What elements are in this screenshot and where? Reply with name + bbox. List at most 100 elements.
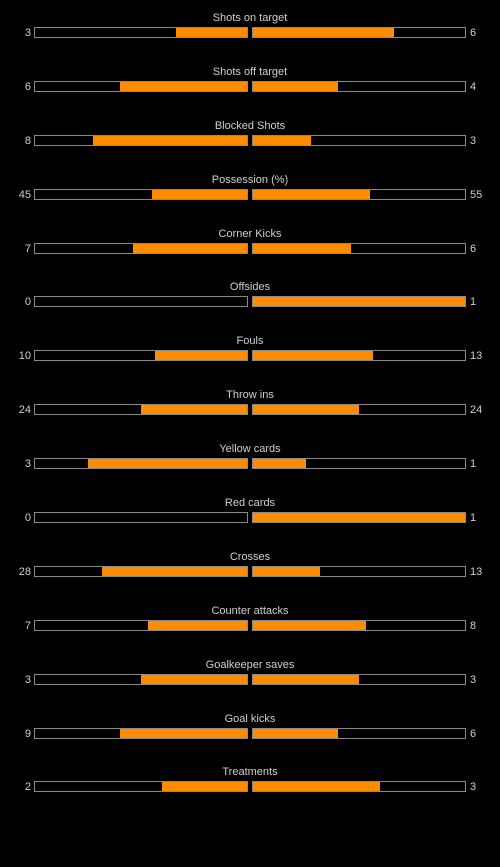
- home-value: 10: [18, 350, 31, 363]
- away-value: 1: [470, 296, 477, 309]
- home-value: 2: [24, 781, 31, 794]
- stat-label: Goal kicks: [224, 712, 276, 725]
- away-bar-fill: [253, 135, 311, 145]
- away-bar-fill: [253, 566, 321, 576]
- home-value: 3: [24, 458, 31, 471]
- away-bar-fill: [253, 513, 465, 523]
- home-value: 3: [24, 27, 31, 39]
- stat-row: Goalkeeper saves 3 3: [0, 657, 500, 711]
- stat-label: Counter attacks: [211, 604, 289, 617]
- stats-list: Shots on target 3 6 Shots off target 6 4…: [0, 10, 500, 818]
- away-bar-fill: [253, 243, 351, 253]
- home-bar: [34, 188, 248, 200]
- away-value: 4: [470, 80, 477, 93]
- away-bar-fill: [253, 28, 395, 37]
- away-bar-fill: [253, 189, 370, 199]
- home-bar-fill: [132, 243, 247, 253]
- home-value: 8: [24, 134, 31, 147]
- away-value: 1: [470, 458, 477, 471]
- away-value: 55: [470, 188, 483, 201]
- home-bar: [34, 296, 248, 308]
- away-bar-fill: [253, 351, 373, 361]
- away-bar: [252, 242, 466, 254]
- home-bar-fill: [141, 674, 247, 684]
- home-bar-fill: [92, 135, 247, 145]
- home-bar: [34, 134, 248, 146]
- stat-row: Possession (%) 45 55: [0, 172, 500, 226]
- away-bar: [252, 458, 466, 470]
- stat-label: Goalkeeper saves: [205, 658, 295, 671]
- away-value: 13: [470, 565, 483, 578]
- away-value: 1: [470, 512, 477, 525]
- home-bar-fill: [88, 459, 247, 469]
- stat-label: Shots on target: [212, 12, 288, 24]
- home-bar: [34, 673, 248, 685]
- home-bar: [34, 242, 248, 254]
- stat-label: Corner Kicks: [218, 227, 282, 240]
- home-value: 45: [18, 188, 31, 201]
- stat-row: Shots off target 6 4: [0, 64, 500, 118]
- away-bar: [252, 781, 466, 793]
- stat-row: Red cards 0 1: [0, 495, 500, 549]
- stat-row: Throw ins 24 24: [0, 387, 500, 441]
- stat-label: Shots off target: [212, 65, 288, 78]
- away-bar-fill: [253, 620, 366, 630]
- stat-label: Blocked Shots: [214, 119, 286, 132]
- away-bar: [252, 188, 466, 200]
- away-value: 24: [470, 404, 483, 417]
- home-value: 0: [24, 512, 31, 525]
- home-bar-fill: [176, 28, 247, 37]
- home-value: 7: [24, 619, 31, 632]
- home-value: 28: [18, 565, 31, 578]
- stat-row: Corner Kicks 7 6: [0, 226, 500, 280]
- away-bar-fill: [253, 81, 338, 91]
- home-bar-fill: [119, 81, 247, 91]
- home-bar: [34, 80, 248, 92]
- away-value: 6: [470, 727, 477, 740]
- stat-row: Fouls 10 13: [0, 333, 500, 387]
- home-bar-fill: [102, 566, 247, 576]
- away-bar: [252, 619, 466, 631]
- stat-row: Treatments 2 3: [0, 764, 500, 818]
- home-bar: [34, 512, 248, 524]
- home-value: 9: [24, 727, 31, 740]
- home-bar-fill: [119, 728, 247, 738]
- stat-row: Goal kicks 9 6: [0, 711, 500, 765]
- away-bar-fill: [253, 459, 306, 469]
- away-value: 3: [470, 134, 477, 147]
- home-bar: [34, 727, 248, 739]
- home-bar-fill: [154, 351, 247, 361]
- home-bar-fill: [148, 620, 247, 630]
- stat-row: Offsides 0 1: [0, 279, 500, 333]
- away-value: 13: [470, 350, 483, 363]
- home-bar-fill: [151, 189, 247, 199]
- away-value: 8: [470, 619, 477, 632]
- stat-row: Counter attacks 7 8: [0, 603, 500, 657]
- stat-row: Yellow cards 3 1: [0, 441, 500, 495]
- home-bar-fill: [162, 782, 247, 792]
- stat-label: Red cards: [224, 497, 276, 510]
- stat-label: Crosses: [229, 550, 271, 563]
- home-bar: [34, 27, 248, 38]
- away-bar: [252, 80, 466, 92]
- away-bar-fill: [253, 782, 381, 792]
- away-value: 3: [470, 673, 477, 686]
- home-value: 6: [24, 80, 31, 93]
- stat-label: Throw ins: [226, 389, 274, 402]
- away-value: 3: [470, 781, 477, 794]
- home-bar: [34, 781, 248, 793]
- stat-row: Blocked Shots 8 3: [0, 118, 500, 172]
- home-value: 7: [24, 242, 31, 255]
- home-bar: [34, 565, 248, 577]
- home-bar: [34, 350, 248, 362]
- stat-label: Treatments: [222, 766, 278, 779]
- away-bar: [252, 727, 466, 739]
- home-value: 24: [18, 404, 31, 417]
- home-bar-fill: [141, 405, 247, 415]
- away-bar: [252, 404, 466, 416]
- stat-label: Yellow cards: [219, 443, 281, 456]
- home-bar: [34, 458, 248, 470]
- away-bar-fill: [253, 728, 338, 738]
- stat-row: Shots on target 3 6: [0, 10, 500, 64]
